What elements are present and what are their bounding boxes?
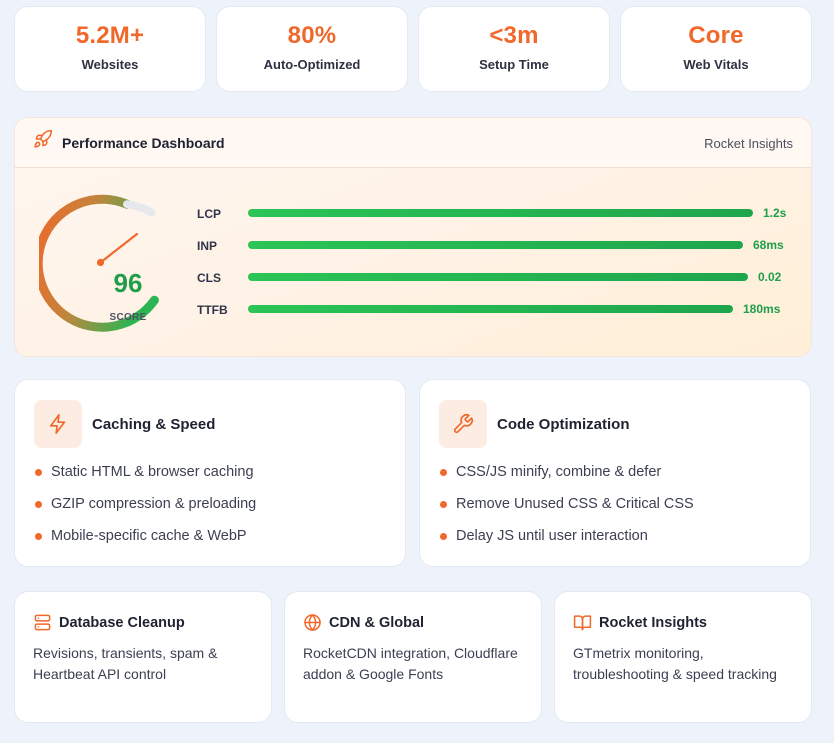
stat-label: Websites (81, 57, 139, 72)
metric-track (248, 241, 753, 249)
metric-name: TTFB (197, 303, 228, 317)
list-item-text: Static HTML & browser caching (51, 464, 254, 480)
rocket-icon (34, 129, 53, 148)
list-item: Delay JS until user interaction (440, 528, 694, 560)
gauge-needle-hub (96, 258, 105, 267)
dashboard-source-label: Rocket Insights (704, 136, 793, 151)
stat-card-websites: 5.2M+ Websites (14, 6, 206, 92)
list-item-text: GZIP compression & preloading (51, 496, 257, 512)
score-label: SCORE (109, 312, 147, 323)
metric-value: 180ms (743, 302, 781, 316)
mini-card-description: RocketCDN integration, Cloudflare addon … (303, 645, 518, 682)
stat-card-web-vitals: Core Web Vitals (620, 6, 812, 92)
metric-name: CLS (197, 271, 221, 285)
list-item-text: Mobile-specific cache & WebP (51, 528, 247, 544)
list-item: Mobile-specific cache & WebP (35, 528, 256, 560)
dashboard-title: Performance Dashboard (62, 135, 225, 151)
stat-card-setup-time: <3m Setup Time (418, 6, 610, 92)
list-item: GZIP compression & preloading (35, 496, 256, 528)
list-item-text: CSS/JS minify, combine & defer (456, 464, 662, 480)
metric-value: 0.02 (758, 270, 782, 284)
performance-dashboard: Performance Dashboard Rocket Insights (14, 117, 812, 357)
feature-icon-box (439, 400, 487, 448)
metric-bar (248, 241, 743, 249)
bullet-dot (440, 501, 447, 508)
metric-track (248, 209, 753, 217)
stat-value: Core (688, 22, 744, 49)
stat-value: 80% (287, 22, 337, 49)
bullet-dot (35, 501, 42, 508)
wrench-icon (453, 414, 473, 434)
metric-name: INP (197, 239, 218, 253)
stat-label: Setup Time (479, 57, 549, 72)
gauge-needle (99, 232, 139, 264)
mini-card-description: GTmetrix monitoring, troubleshooting & s… (573, 645, 777, 682)
metric-bar (248, 273, 748, 281)
stat-card-auto-optimized: 80% Auto-Optimized (216, 6, 408, 92)
metric-value: 1.2s (763, 206, 787, 220)
feature-title: Caching & Speed (92, 416, 216, 433)
bullet-dot (440, 533, 447, 540)
globe-icon (304, 614, 321, 631)
bullet-dot (440, 469, 447, 476)
bullet-dot (35, 533, 42, 540)
stat-label: Web Vitals (683, 57, 749, 72)
mini-card-rocket-insights: Rocket Insights GTmetrix monitoring, tro… (554, 591, 812, 723)
metric-bar (248, 209, 753, 217)
metric-track (248, 273, 753, 281)
gauge-arc (39, 194, 159, 332)
metric-ttfb: TTFB 180ms (197, 300, 797, 320)
metric-value: 68ms (753, 238, 784, 252)
mini-card-cdn-global: CDN & Global RocketCDN integration, Clou… (284, 591, 542, 723)
performance-score: 96 (113, 268, 143, 298)
metric-track (248, 305, 753, 313)
lightning-icon (49, 414, 66, 434)
metric-name: LCP (197, 207, 221, 221)
mini-card-database-cleanup: Database Cleanup Revisions, transients, … (14, 591, 272, 723)
list-item: CSS/JS minify, combine & defer (440, 464, 694, 496)
mini-card-title: Database Cleanup (59, 615, 185, 631)
mini-card-title: Rocket Insights (599, 615, 707, 631)
metric-inp: INP 68ms (197, 236, 797, 256)
list-item: Static HTML & browser caching (35, 464, 256, 496)
database-icon (34, 614, 51, 631)
feature-list: CSS/JS minify, combine & defer Remove Un… (440, 464, 694, 560)
mini-card-description: Revisions, transients, spam & Heartbeat … (33, 645, 218, 682)
feature-card-code-optimization: Code Optimization CSS/JS minify, combine… (419, 379, 811, 567)
metric-bar (248, 305, 733, 313)
feature-card-caching: Caching & Speed Static HTML & browser ca… (14, 379, 406, 567)
mini-card-title: CDN & Global (329, 615, 425, 631)
metric-lcp: LCP 1.2s (197, 204, 797, 224)
stat-label: Auto-Optimized (263, 57, 361, 72)
bullet-dot (35, 469, 42, 476)
stat-value: 5.2M+ (75, 22, 145, 49)
dashboard-header: Performance Dashboard Rocket Insights (15, 118, 811, 168)
metric-cls: CLS 0.02 (197, 268, 797, 288)
gauge-track (123, 200, 156, 217)
list-item-text: Delay JS until user interaction (456, 528, 648, 544)
feature-icon-box (34, 400, 82, 448)
score-gauge (39, 194, 159, 332)
book-icon (573, 615, 592, 631)
feature-list: Static HTML & browser caching GZIP compr… (35, 464, 256, 560)
list-item: Remove Unused CSS & Critical CSS (440, 496, 694, 528)
stat-value: <3m (489, 22, 539, 49)
list-item-text: Remove Unused CSS & Critical CSS (456, 496, 694, 512)
feature-title: Code Optimization (497, 416, 630, 433)
